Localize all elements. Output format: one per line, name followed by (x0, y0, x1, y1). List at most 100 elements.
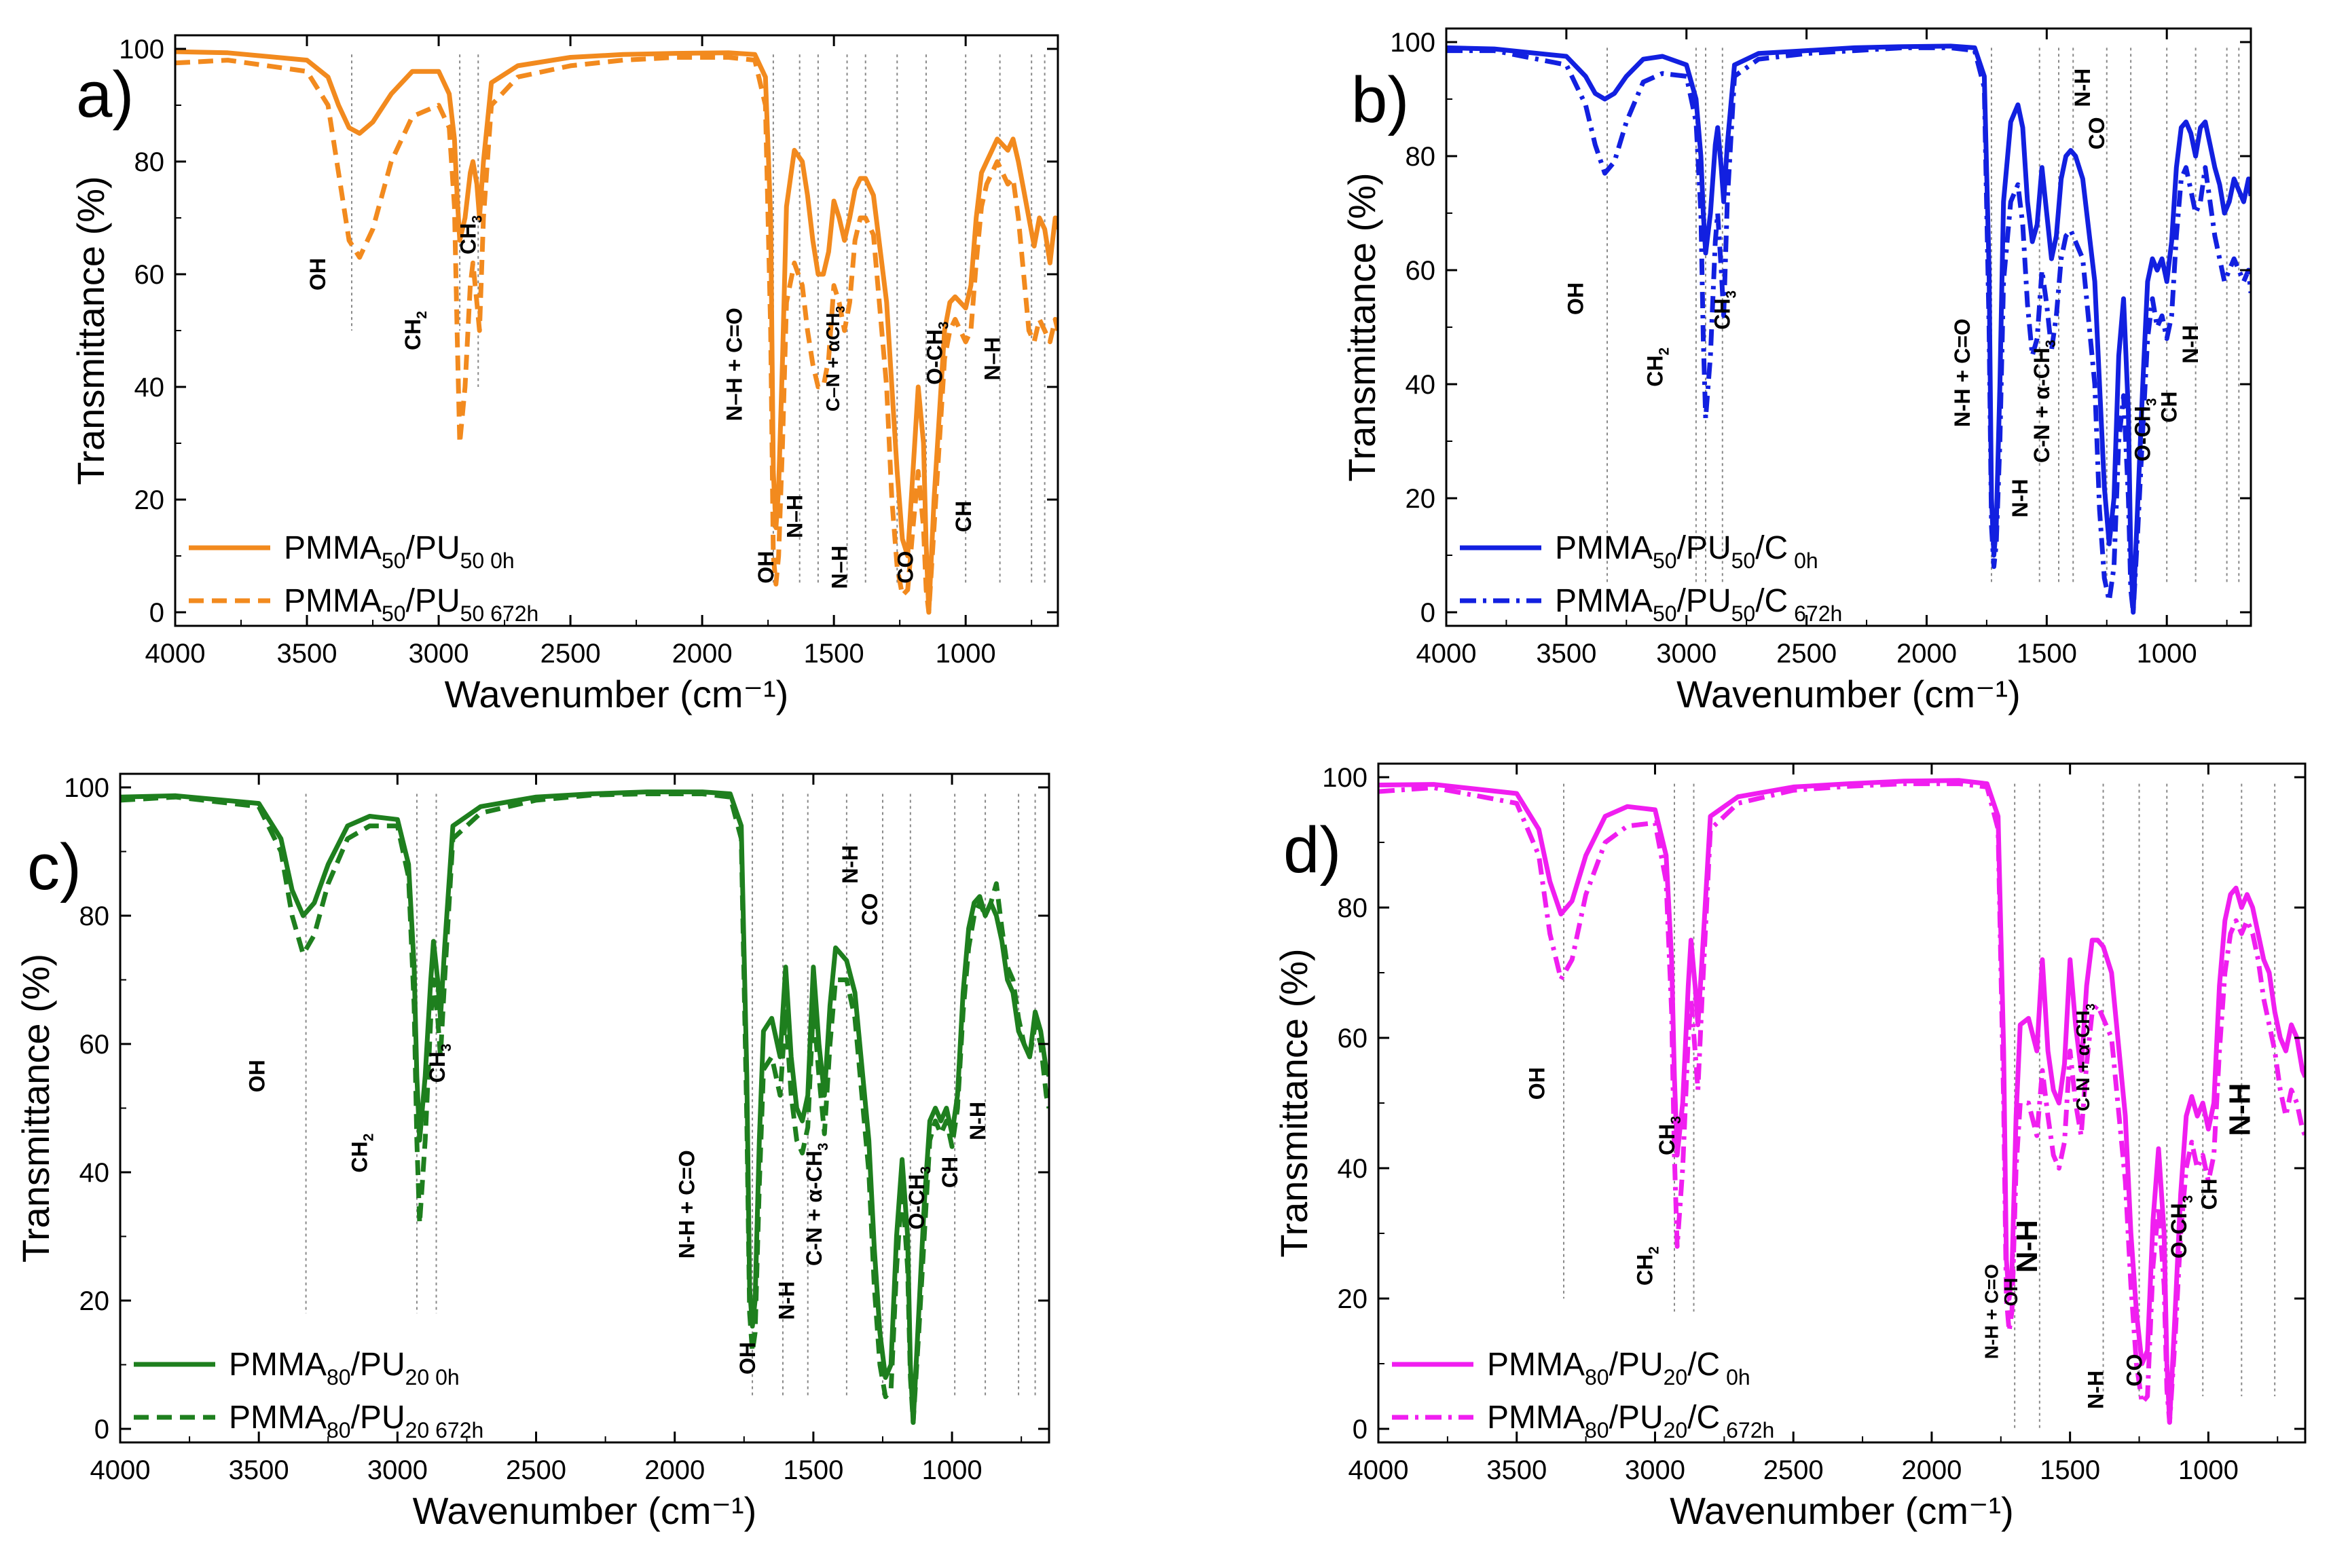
x-tick-label: 3500 (277, 639, 337, 669)
band-label: N–H (980, 337, 1005, 380)
band-label: O-CH3 (922, 321, 951, 384)
band-label: CO (2085, 117, 2109, 149)
band-label: O-CH3 (2167, 1195, 2196, 1258)
legend-entry-label: PMMA50/PU50 672h (284, 583, 538, 626)
series-line-solid (175, 49, 1058, 615)
band-label: OH (1564, 282, 1588, 315)
band-label: OH (244, 1060, 269, 1092)
legend: PMMA50/PU50/C 0h PMMA50/PU50/C 672h (1460, 530, 1842, 626)
x-tick-label: 2000 (1896, 639, 1957, 669)
band-label: CH3 (1655, 1116, 1684, 1155)
x-tick-label: 4000 (145, 639, 206, 669)
y-tick-label: 20 (79, 1286, 110, 1316)
band-label: OH (1524, 1067, 1549, 1100)
panel-label: a) (76, 58, 134, 131)
band-label: N-H (2070, 69, 2095, 107)
x-tick-label: 2000 (1901, 1455, 1962, 1485)
x-tick-label: 1500 (2017, 639, 2077, 669)
series-line-dashed (175, 55, 1058, 615)
panel-c: 4000 3500 3000 2500 2000 1500 1000 0 20 40 60 80 100… (14, 772, 1050, 1532)
x-tick-label: 3000 (367, 1455, 428, 1485)
band-label: N-H (774, 1282, 799, 1320)
x-tick-label: 1500 (2040, 1455, 2100, 1485)
x-tick-label: 3500 (1486, 1455, 1547, 1485)
band-label: N-H (2008, 479, 2032, 518)
panel-a: 4000 3500 3000 2500 2000 1500 1000 0 20 40 60 80 100… (69, 34, 1059, 715)
band-label: CO (858, 893, 882, 926)
x-axis-label: Wavenumber (cm⁻¹) (413, 1489, 757, 1532)
x-tick-label: 3500 (229, 1455, 289, 1485)
x-tick-label: 1500 (804, 639, 864, 669)
band-label: N-H (2224, 1083, 2257, 1136)
legend: PMMA80/PU20/C 0h PMMA80/PU20/C 672h (1392, 1347, 1774, 1442)
band-label: CH2 (401, 311, 430, 350)
y-tick-label: 80 (134, 147, 165, 177)
band-label: N–H (783, 495, 807, 538)
band-label: N-H + C=O (1950, 318, 1975, 427)
x-axis-label: Wavenumber (cm⁻¹) (445, 673, 789, 715)
y-tick-label: 40 (79, 1158, 110, 1188)
x-tick-label: 3000 (409, 639, 469, 669)
y-tick-label: 0 (1353, 1415, 1368, 1444)
band-label: CO (894, 551, 918, 584)
y-tick-label: 20 (1406, 484, 1436, 514)
x-tick-label: 1500 (783, 1455, 843, 1485)
series-group (175, 49, 1058, 615)
y-tick-label: 100 (1322, 763, 1368, 793)
y-tick-label: 100 (119, 35, 164, 64)
x-tick-label: 4000 (1348, 1455, 1409, 1485)
y-tick-label: 40 (1338, 1154, 1368, 1184)
x-tick-label: 2000 (672, 639, 733, 669)
assignment-lines (305, 794, 1036, 1397)
x-tick-label: 3500 (1536, 639, 1596, 669)
legend-entry-label: PMMA50/PU50/C 672h (1555, 583, 1842, 626)
y-tick-label: 0 (94, 1415, 109, 1444)
legend: PMMA50/PU50 0h PMMA50/PU50 672h (189, 530, 538, 626)
series-group (1446, 43, 2251, 615)
band-label: CH3 (456, 215, 485, 255)
series-line-dashdot (1378, 781, 2305, 1425)
y-tick-label: 100 (64, 773, 109, 803)
x-tick-label: 2500 (1776, 639, 1837, 669)
series-group (120, 789, 1049, 1425)
x-tick-label: 4000 (1416, 639, 1477, 669)
band-label: CH (938, 1157, 962, 1188)
y-tick-label: 0 (1420, 598, 1435, 628)
band-label: OH (2000, 1277, 2021, 1306)
band-label: N-H (2011, 1220, 2044, 1273)
y-tick-label: 80 (1406, 142, 1436, 172)
panel-b: 4000 3500 3000 2500 2000 1500 1000 0 20 40 60 80 100… (1340, 27, 2252, 715)
y-tick-label: 40 (134, 373, 165, 403)
legend-entry-label: PMMA80/PU20/C 672h (1487, 1400, 1774, 1442)
band-annotations: OH CH2 CH3 N-H + C=O N-H C-N + α-CH3 N-H CO O-CH… (1564, 69, 2203, 518)
y-tick-label: 60 (79, 1030, 110, 1060)
band-label: N-H + C=O (674, 1150, 699, 1258)
legend-entry-label: PMMA50/PU50 0h (284, 530, 515, 573)
y-tick-label: 40 (1406, 370, 1436, 400)
band-label: N-H (2178, 325, 2203, 364)
x-tick-label: 1000 (922, 1455, 983, 1485)
panel-label: c) (27, 831, 81, 903)
band-label: CH2 (1642, 348, 1672, 387)
x-tick-label: 1000 (2178, 1455, 2239, 1485)
band-label: CH2 (347, 1134, 376, 1173)
band-label: N–H (828, 546, 852, 589)
y-tick-label: 60 (1406, 256, 1436, 286)
y-axis-label: Transmittance (%) (1272, 948, 1315, 1257)
y-tick-label: 100 (1390, 28, 1435, 58)
band-label: C-N + α-CH3 (2072, 1003, 2097, 1111)
band-label: CH (2197, 1178, 2222, 1210)
band-label: OH (754, 551, 778, 584)
series-line-solid (1446, 43, 2251, 615)
y-axis-label: Transmittance (%) (69, 176, 112, 485)
x-tick-label: 1000 (2137, 639, 2197, 669)
panels-group: 4000 3500 3000 2500 2000 1500 1000020406080100… (14, 27, 2307, 1532)
series-group (1378, 778, 2305, 1425)
y-axis-label: Transmittance (%) (14, 954, 57, 1263)
y-axis-label: Transmittance (%) (1340, 172, 1383, 481)
y-tick-label: 0 (149, 598, 164, 628)
series-line-dashed (120, 791, 1049, 1425)
